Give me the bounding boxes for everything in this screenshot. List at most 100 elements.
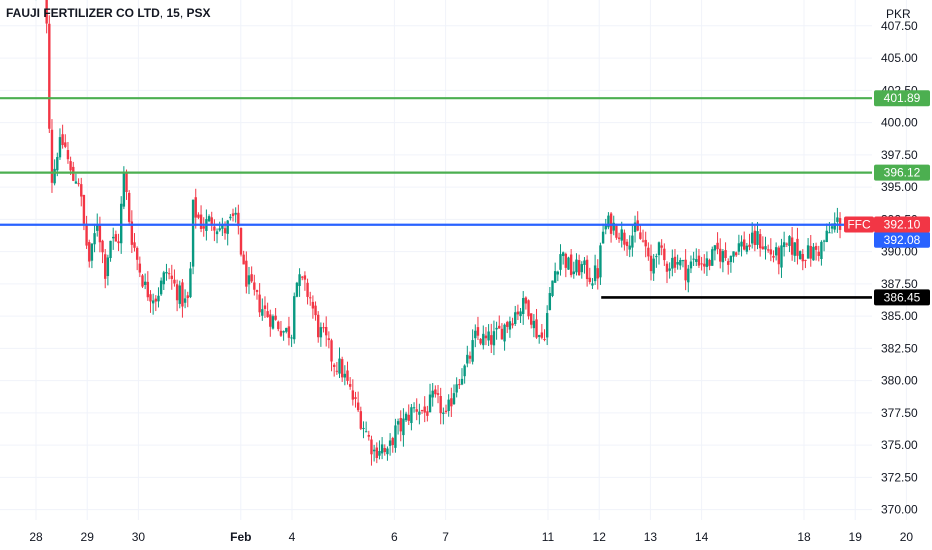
candle xyxy=(183,289,187,309)
candle xyxy=(649,244,653,281)
candle xyxy=(61,124,64,149)
candle xyxy=(447,394,450,417)
candle xyxy=(537,334,541,344)
candle xyxy=(394,418,397,453)
candle xyxy=(479,338,482,346)
candle xyxy=(644,231,647,258)
candle xyxy=(181,278,184,318)
candle xyxy=(817,245,820,262)
candle xyxy=(64,134,67,149)
candle xyxy=(705,251,709,276)
candle xyxy=(194,188,197,229)
candle xyxy=(45,0,48,34)
candle xyxy=(114,230,118,242)
candle xyxy=(458,379,461,389)
candle xyxy=(793,242,796,262)
candle xyxy=(561,251,565,265)
y-tick-label: 390.00 xyxy=(881,245,918,259)
candle xyxy=(647,242,650,261)
candle xyxy=(774,242,778,261)
x-tick-label: 30 xyxy=(132,530,146,544)
candle xyxy=(391,436,394,453)
y-tick-label: 370.00 xyxy=(881,503,918,517)
candle xyxy=(524,296,528,310)
candle xyxy=(423,396,426,423)
candle xyxy=(660,239,663,256)
candle xyxy=(623,229,626,251)
candle xyxy=(442,407,445,425)
candle xyxy=(125,169,128,200)
candle xyxy=(178,280,181,309)
candle xyxy=(101,239,104,264)
candle xyxy=(585,255,589,287)
candle xyxy=(173,269,176,287)
candle xyxy=(218,221,221,232)
y-tick-label: 377.50 xyxy=(881,406,918,420)
candle xyxy=(460,368,464,386)
candle xyxy=(175,279,179,312)
candle xyxy=(186,291,189,308)
candle xyxy=(753,225,757,252)
candle xyxy=(149,290,152,313)
candle xyxy=(269,309,272,337)
y-tick-label: 375.00 xyxy=(881,438,918,452)
candle xyxy=(330,338,333,372)
candle xyxy=(567,256,570,270)
candle xyxy=(689,255,693,274)
candlestick-series xyxy=(35,0,842,466)
candle xyxy=(58,128,62,160)
candle xyxy=(98,216,102,253)
candle xyxy=(809,235,812,267)
candle xyxy=(798,250,802,260)
y-tick-label: 397.50 xyxy=(881,148,918,162)
candle xyxy=(729,255,733,273)
candle xyxy=(189,261,192,299)
candle xyxy=(50,119,54,193)
price-tag: 392.08 xyxy=(874,231,930,248)
candle xyxy=(522,291,525,325)
candle xyxy=(758,228,762,257)
candle xyxy=(317,311,320,343)
candle xyxy=(692,251,695,266)
candle xyxy=(740,235,743,257)
candle xyxy=(199,205,203,233)
candle xyxy=(556,270,560,282)
candle xyxy=(375,442,378,464)
candle xyxy=(742,231,746,251)
horizontal-level-lines[interactable] xyxy=(0,97,872,299)
candle xyxy=(117,233,120,252)
candle xyxy=(569,249,573,278)
candle xyxy=(109,240,112,262)
candle xyxy=(146,271,150,301)
x-tick-label: 6 xyxy=(391,530,398,544)
candle xyxy=(426,405,429,422)
candle xyxy=(676,254,679,270)
y-tick-label: 382.50 xyxy=(881,341,918,355)
candle xyxy=(737,234,741,256)
svg-text:392.08: 392.08 xyxy=(884,233,921,247)
candle xyxy=(766,244,770,253)
candle xyxy=(708,258,711,271)
candle xyxy=(772,250,775,263)
exchange-label: PSX xyxy=(186,6,211,20)
candle xyxy=(303,271,307,291)
candle xyxy=(450,387,453,417)
candle xyxy=(247,266,251,295)
candle xyxy=(761,236,765,250)
candle xyxy=(404,411,408,422)
candle xyxy=(655,253,658,268)
candle xyxy=(836,207,839,233)
candle xyxy=(343,365,347,386)
candle xyxy=(90,243,94,269)
candle xyxy=(825,223,828,243)
candle xyxy=(604,218,607,235)
price-tag: 386.45 xyxy=(874,289,930,306)
candle xyxy=(679,257,682,270)
candle xyxy=(455,377,458,398)
candle xyxy=(258,283,261,318)
candle xyxy=(724,242,727,261)
candle xyxy=(516,304,520,321)
candle xyxy=(322,322,325,333)
candle xyxy=(559,244,562,276)
